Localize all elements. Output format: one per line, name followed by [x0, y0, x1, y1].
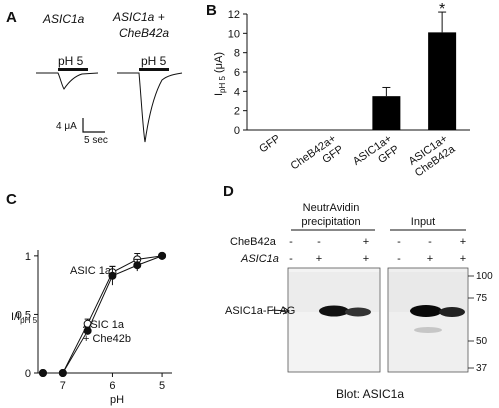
- band-input-faint: [414, 327, 442, 333]
- b-significance-star: *: [439, 1, 445, 18]
- d-sign: +: [427, 253, 433, 265]
- scale-bar: [82, 118, 105, 133]
- d-sign: -: [289, 253, 293, 265]
- band-input-lane3: [439, 307, 465, 317]
- c-series-1-label: ASIC 1a: [70, 265, 112, 277]
- d-row2-label: ASIC1a: [240, 253, 279, 265]
- d-header-right: Input: [411, 216, 435, 228]
- panel-label-c: C: [6, 191, 17, 208]
- d-sign: +: [460, 253, 466, 265]
- b-category-label: GFP: [257, 133, 282, 156]
- band-neutravidin-lane3: [345, 307, 371, 317]
- trace2-title-line1: ASIC1a +: [112, 10, 165, 24]
- c-x-tick-label: 7: [60, 380, 66, 392]
- d-sign: -: [289, 236, 293, 248]
- mw-markers: 100 75 50 37: [468, 271, 493, 374]
- trace1-title: ASIC1a: [42, 12, 85, 26]
- b-bar: [372, 96, 401, 130]
- d-blot-caption: Blot: ASIC1a: [336, 387, 404, 401]
- mw-marker-75: 75: [476, 293, 488, 304]
- c-point-filled: [108, 271, 117, 280]
- mw-marker-100: 100: [476, 271, 493, 282]
- b-y-tick-label: 10: [228, 28, 240, 40]
- d-sign: +: [363, 236, 369, 248]
- b-y-axis-label: IpH 5 (μA): [213, 52, 227, 96]
- line-chart-c: I/IpH 5 pH ASIC 1a ASIC 1a + Che42b 0 0.5…: [11, 250, 172, 406]
- b-category-label: CheB42a+GFP: [289, 133, 346, 183]
- ph-bar-1: [58, 68, 88, 71]
- d-sign: +: [460, 236, 466, 248]
- c-x-tick-label: 6: [109, 380, 115, 392]
- d-sign: +: [316, 253, 322, 265]
- d-band-label: ASIC1a-FLAG: [225, 305, 295, 317]
- c-series-2-label-line1: ASIC 1a: [83, 319, 125, 331]
- d-sign: -: [397, 236, 401, 248]
- c-y-tick-label: 0: [25, 368, 31, 380]
- c-y-axis-label: I/IpH 5: [11, 311, 38, 325]
- d-sign-row1: - - + - - +: [289, 236, 466, 248]
- panel-label-a: A: [6, 9, 17, 26]
- trace2-title-line2: CheB42a: [119, 26, 169, 40]
- c-y-tick-label: 0.5: [16, 309, 31, 321]
- panel-label-b: B: [206, 2, 217, 19]
- d-header-left-line2: precipitation: [301, 216, 360, 228]
- ph-label-1: pH 5: [58, 54, 84, 68]
- d-sign: +: [363, 253, 369, 265]
- scale-time-label: 5 sec: [84, 135, 108, 146]
- b-y-tick-label: 6: [234, 67, 240, 79]
- b-y-tick-label: 2: [234, 106, 240, 118]
- c-point-filled: [83, 326, 92, 335]
- c-point-filled: [38, 369, 47, 377]
- c-series-2-label-line2: + Che42b: [83, 333, 131, 345]
- b-y-tick-label: 4: [234, 86, 240, 98]
- scale-current-label: 4 μA: [56, 121, 77, 132]
- ph-bar-2: [139, 68, 169, 71]
- band-arrow-head: [282, 306, 290, 315]
- c-x-axis-label: pH: [110, 394, 124, 406]
- mw-marker-37: 37: [476, 363, 488, 374]
- trace-asic1a-cheb42a: [117, 72, 183, 143]
- mw-marker-50: 50: [476, 336, 488, 347]
- d-sign-row2: - + + - + +: [289, 253, 466, 265]
- b-bar: [428, 32, 457, 130]
- d-row1-label: CheB42a: [230, 236, 277, 248]
- band-input-lane2: [410, 305, 442, 317]
- d-sign: -: [317, 236, 321, 248]
- d-header-left-line1: NeutrAvidin: [303, 202, 360, 214]
- c-point-filled: [158, 251, 167, 260]
- b-y-tick-label: 8: [234, 48, 240, 60]
- b-category-label: ASIC1a+CheB42a: [405, 132, 458, 179]
- d-sign: -: [397, 253, 401, 265]
- b-category-label-line: GFP: [257, 133, 282, 156]
- trace-asic1a: [36, 72, 99, 90]
- band-neutravidin-lane2: [319, 305, 349, 317]
- b-y-tick-label: 12: [228, 9, 240, 21]
- blot-background: [289, 272, 379, 312]
- ph-label-2: pH 5: [141, 54, 167, 68]
- b-y-tick-label: 0: [234, 125, 240, 137]
- c-point-filled: [133, 261, 142, 270]
- panel-label-d: D: [223, 183, 234, 200]
- c-point-filled: [58, 369, 67, 377]
- c-y-tick-label: 1: [25, 251, 31, 263]
- b-category-label: ASIC1a+GFP: [351, 133, 402, 179]
- d-sign: -: [428, 236, 432, 248]
- c-x-tick-label: 5: [159, 380, 165, 392]
- band-arrow: [271, 309, 289, 312]
